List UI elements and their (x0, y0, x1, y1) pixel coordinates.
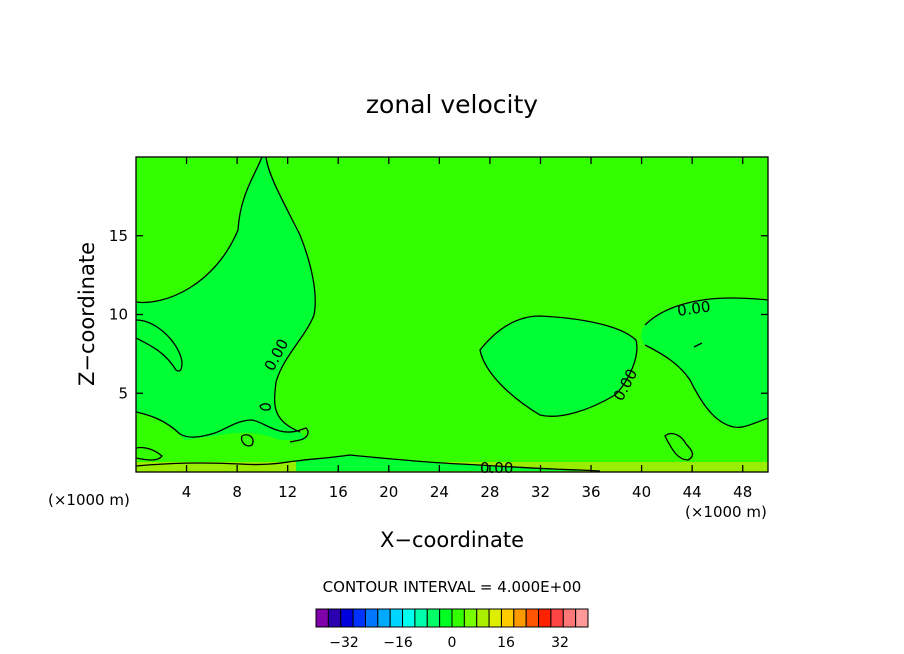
colorbar-swatch (426, 608, 441, 628)
colorbar-tick-label: 16 (497, 635, 515, 651)
x-tick-label: 28 (480, 483, 499, 501)
contour-lines (135, 156, 769, 472)
colorbar-tick-label: 32 (551, 635, 569, 651)
plot-area: 0.00 0.00 0.00 0.00 (135, 156, 769, 477)
contour-line (135, 460, 297, 467)
colorbar-swatch (562, 608, 577, 628)
colorbar-swatch (402, 608, 416, 628)
contour-line (644, 297, 769, 326)
region-far-right (641, 298, 768, 428)
contour-line (265, 156, 316, 433)
colorbar-swatch (439, 608, 453, 628)
contour-label: 0.00 (676, 297, 712, 319)
x-tick-label: 40 (632, 483, 651, 501)
x-tick-label: 36 (581, 483, 600, 501)
colorbar-swatch (550, 608, 564, 628)
contour-line (135, 156, 263, 304)
contour-line (259, 403, 271, 411)
colorbar-tick-label: −32 (329, 635, 359, 651)
y-tick-label: 10 (109, 306, 128, 324)
colorbar-swatch (364, 608, 379, 628)
contour-line (644, 344, 769, 429)
colorbar-swatch (327, 608, 342, 628)
x-axis-unit-right: (×1000 m) (685, 503, 767, 521)
colorbar-swatch (538, 608, 552, 628)
x-tick-label: 8 (232, 483, 242, 501)
contour-line (135, 319, 183, 372)
colorbar-swatch (463, 608, 478, 628)
y-axis-ticks: 5 10 15 (109, 227, 768, 402)
x-tick-label: 48 (733, 483, 752, 501)
x-tick-label: 32 (531, 483, 550, 501)
colorbar-swatch (500, 608, 515, 628)
region-bottom-strip (296, 455, 600, 471)
colorbar-labels: −32 −16 0 16 32 (329, 635, 569, 651)
colorbar-swatch (414, 608, 428, 628)
colorbar-swatch (340, 608, 354, 628)
x-tick-label: 44 (683, 483, 702, 501)
colorbar (315, 608, 589, 628)
x-tick-label: 4 (182, 483, 192, 501)
colorbar-tick-label: 0 (448, 635, 457, 651)
colorbar-swatch (575, 608, 589, 628)
y-tick-label: 5 (118, 384, 128, 402)
x-tick-label: 12 (278, 483, 297, 501)
contour-line (135, 411, 309, 443)
contour-line (135, 446, 163, 461)
x-axis-label: X−coordinate (380, 528, 524, 552)
contour-line (693, 342, 703, 348)
x-tick-label: 16 (329, 483, 348, 501)
region-left-lobe (136, 320, 182, 372)
y-tick-label: 15 (109, 227, 128, 245)
contour-line (664, 432, 694, 461)
colorbar-swatch (525, 608, 540, 628)
colorbar-swatch (352, 608, 366, 628)
chart-title: zonal velocity (366, 90, 538, 119)
colorbar-swatch (315, 608, 329, 628)
contour-label: 0.00 (480, 459, 513, 477)
x-tick-label: 20 (379, 483, 398, 501)
region-mid-right (480, 316, 637, 417)
colorbar-swatch (513, 608, 527, 628)
contour-line (240, 434, 254, 447)
colorbar-swatch (488, 608, 502, 628)
x-axis-ticks: 4 8 12 16 20 24 28 32 36 40 44 48 (182, 157, 752, 501)
x-axis-unit-left: (×1000 m) (48, 491, 130, 509)
contour-line (479, 315, 638, 417)
contour-line (295, 454, 601, 472)
x-tick-label: 24 (430, 483, 449, 501)
colorbar-swatch (389, 608, 404, 628)
y-axis-label: Z−coordinate (75, 242, 99, 386)
contour-interval-label: CONTOUR INTERVAL = 4.000E+00 (323, 578, 582, 596)
colorbar-tick-label: −16 (383, 635, 413, 651)
colorbar-swatch (377, 608, 391, 628)
colorbar-swatch (451, 608, 465, 628)
colorbar-swatch (476, 608, 490, 628)
